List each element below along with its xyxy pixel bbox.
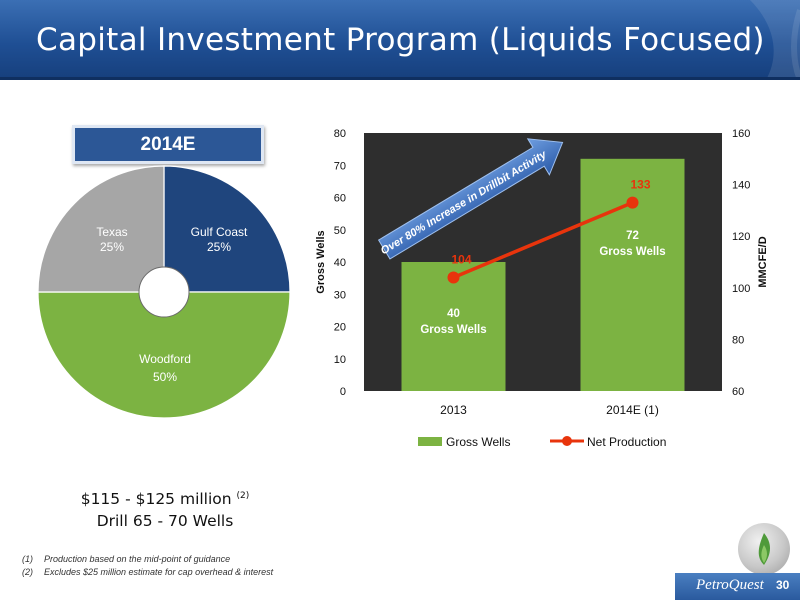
line-labels: 104 133 [451,178,650,267]
point-net-production [447,271,460,284]
y2-tick-label: 80 [732,334,744,346]
bar-data-label: 72 [626,230,639,242]
y-axis-ticks: 0 10 20 30 40 50 60 70 80 [334,128,346,398]
y-tick-label: 10 [334,354,346,366]
footnotes: (1) Production based on the mid-point of … [22,553,273,579]
bars [401,158,685,391]
bar-data-label: 40 [447,308,460,320]
y2-tick-label: 100 [732,283,750,295]
footnote-1: (1) Production based on the mid-point of … [22,554,231,564]
budget-line-1: $115 - $125 million [80,490,232,508]
y-tick-label: 30 [334,289,346,301]
line-data-label: 104 [451,252,471,266]
bar-data-label: Gross Wells [420,324,486,336]
budget-line-2: Drill 65 - 70 Wells [96,512,234,530]
title-bar: Capital Investment Program (Liquids Focu… [0,0,800,80]
legend-label-net-production: Net Production [587,435,666,449]
y-axis-label: Gross Wells [315,230,327,293]
budget-footnote-ref: (2) [236,491,250,501]
pie-chart: Gulf Coast 25% Woodford 50% Texas 25% [37,165,291,419]
page-number: 30 [776,578,790,592]
footer-bar [675,573,800,600]
footnote-2: (2) Excludes $25 million estimate for cap… [22,567,274,577]
line-data-label: 133 [630,178,650,192]
point-net-production [626,196,639,209]
x-category-label: 2014E (1) [606,403,659,417]
y2-tick-label: 60 [732,386,744,398]
pie-label-gulf-coast: Gulf Coast [191,225,248,239]
x-category-label: 2013 [440,403,467,417]
y2-axis-label: MMCFE/D [757,236,769,287]
company-logo: PetroQuest [696,577,764,593]
pie-label-woodford: Woodford [139,352,191,366]
legend-label-gross-wells: Gross Wells [446,435,510,449]
bar-data-label: Gross Wells [599,246,665,258]
brand-swoosh-icon [750,0,800,80]
y2-tick-label: 160 [732,128,750,140]
pie-slices [37,165,291,419]
legend-marker-net-production [562,436,572,446]
y-tick-label: 0 [340,386,346,398]
y-tick-label: 60 [334,193,346,205]
bar-gross-wells [401,262,506,391]
y-tick-label: 70 [334,160,346,172]
y2-tick-label: 120 [732,231,750,243]
budget-text: $115 - $125 million (2) Drill 65 - 70 We… [40,485,290,532]
pie-center-hole [138,266,190,318]
pie-label-texas: Texas [96,225,127,239]
pie-title-badge: 2014E [72,125,264,164]
pie-value-texas: 25% [100,240,124,254]
line-net-production [452,201,634,280]
legend: Gross Wells Net Production [418,435,666,449]
legend-swatch-gross-wells [418,437,442,446]
pie-value-gulf-coast: 25% [207,240,231,254]
pie-slice-gulf-coast [163,165,291,293]
y-tick-label: 40 [334,257,346,269]
y-tick-label: 80 [334,128,346,140]
pie-slice-woodford [37,291,291,419]
x-axis-categories: 2013 2014E (1) [440,403,659,417]
bar-gross-wells [580,158,685,391]
bar-labels: 40 Gross Wells 72 Gross Wells [420,230,665,336]
production-line [447,196,639,284]
flame-logo-icon [738,523,790,575]
y2-axis-ticks: 60 80 100 120 140 160 [732,128,750,398]
slide-title: Capital Investment Program (Liquids Focu… [36,22,765,58]
pie-slice-texas [37,165,165,293]
y-tick-label: 50 [334,225,346,237]
pie-value-woodford: 50% [153,370,177,384]
y2-tick-label: 140 [732,180,750,192]
y-tick-label: 20 [334,322,346,334]
